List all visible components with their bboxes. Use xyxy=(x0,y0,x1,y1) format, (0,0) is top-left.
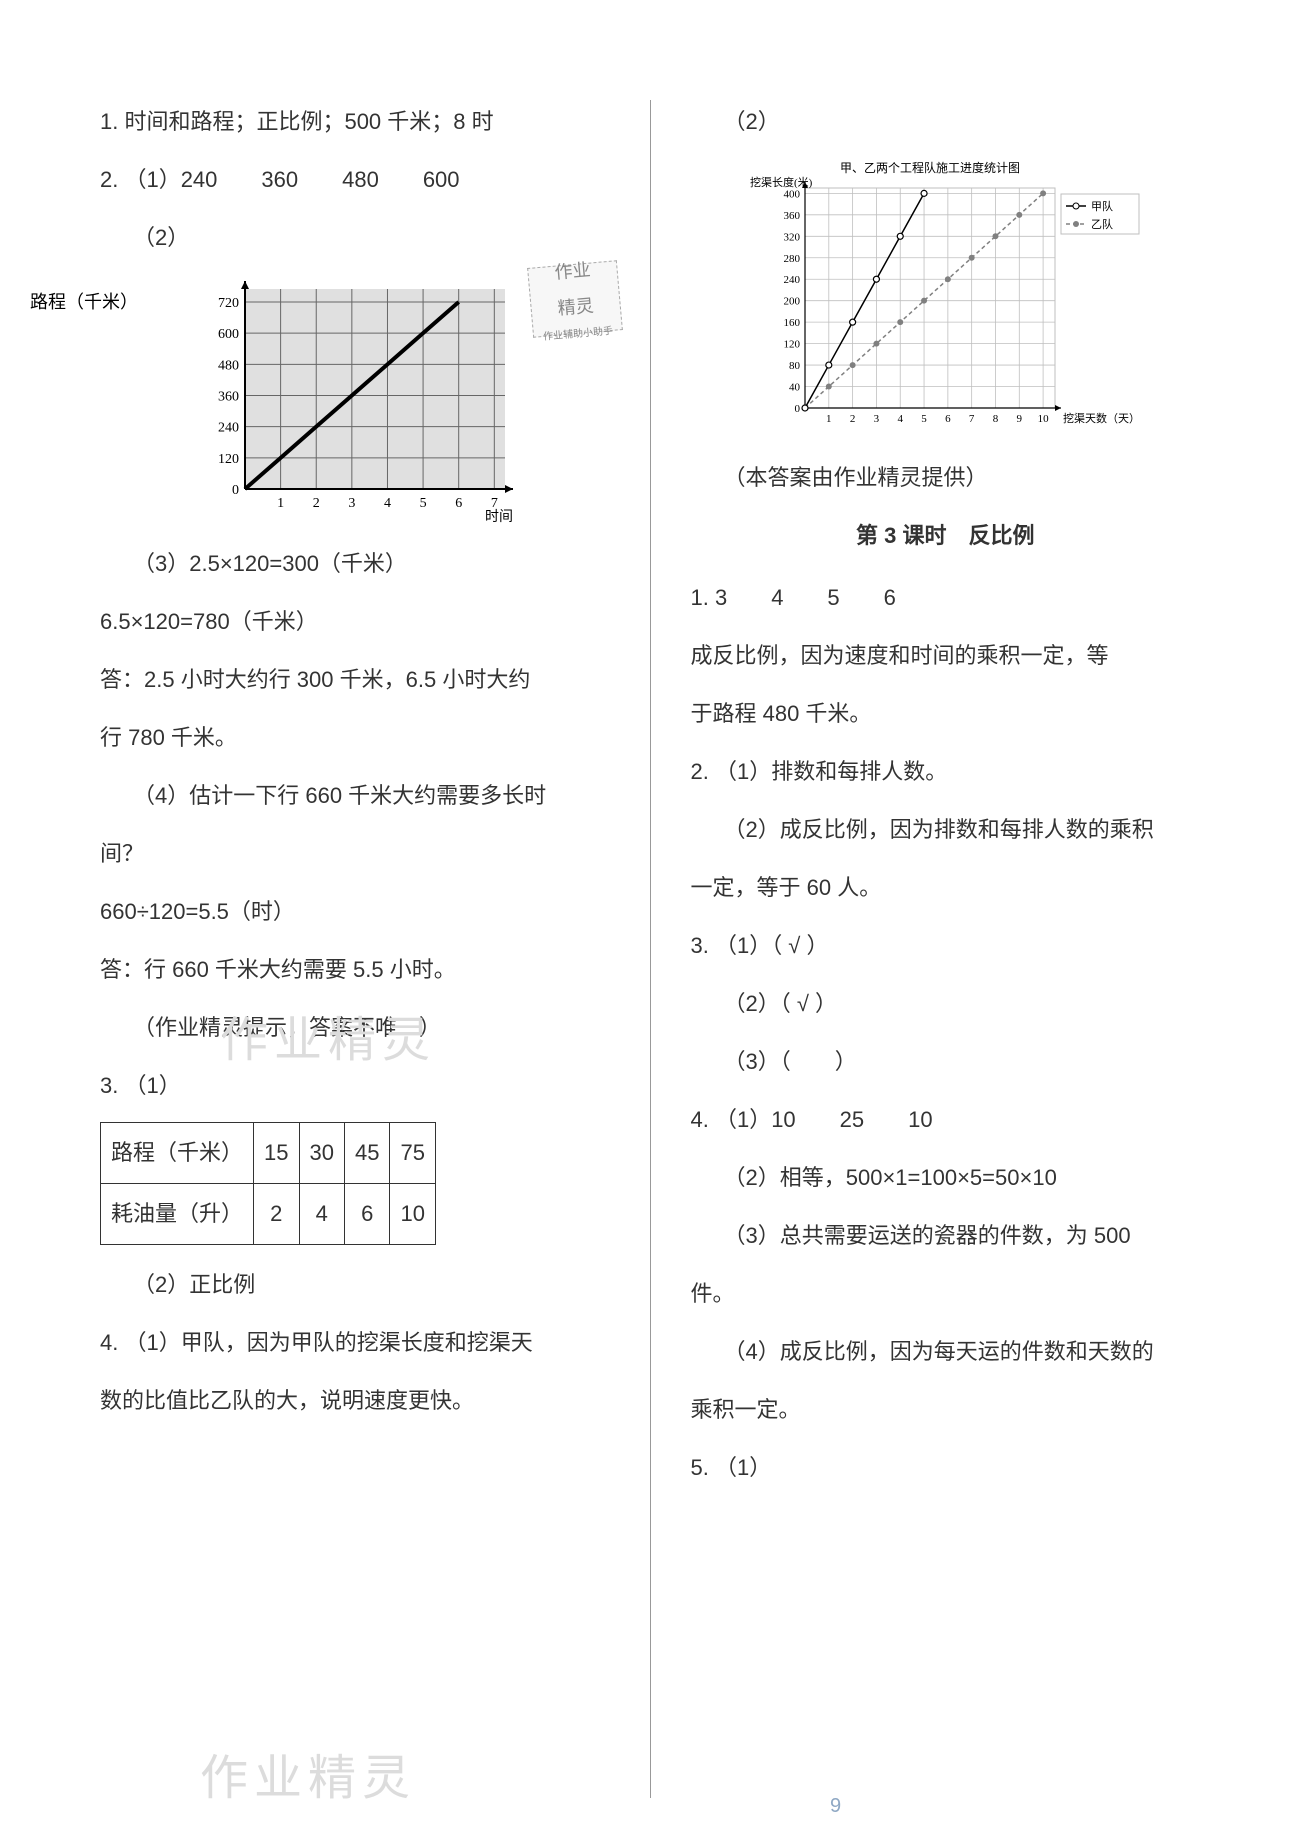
svg-text:乙队: 乙队 xyxy=(1091,217,1113,231)
svg-text:2: 2 xyxy=(850,413,856,425)
text-line: 数的比值比乙队的大，说明速度更快。 xyxy=(100,1379,610,1423)
zyjl-badge: 作业 精灵 作业辅助小助手 xyxy=(527,260,623,338)
svg-text:甲队: 甲队 xyxy=(1091,199,1113,213)
table-cell: 30 xyxy=(299,1123,344,1184)
text-line: 答：行 660 千米大约需要 5.5 小时。 xyxy=(100,948,610,992)
svg-text:160: 160 xyxy=(784,317,801,329)
svg-text:5: 5 xyxy=(419,496,426,511)
badge-text: 作业辅助小助手 xyxy=(542,322,613,348)
svg-text:挖渠长度(米): 挖渠长度(米) xyxy=(750,175,813,189)
table-cell: 10 xyxy=(390,1184,435,1245)
right-column: （2） 甲、乙两个工程队施工进度统计图 1 2 3 4 5 6 7 8 9 10 0 40 80 120 16… xyxy=(651,100,1221,1798)
text-line: （2）相等，500×1=100×5=50×10 xyxy=(691,1156,1201,1200)
svg-text:9: 9 xyxy=(1017,413,1023,425)
text-line: （2） xyxy=(691,100,1201,144)
text-line: 乘积一定。 xyxy=(691,1388,1201,1432)
svg-text:6: 6 xyxy=(455,496,462,511)
text-line: 3. （1） xyxy=(100,1064,610,1108)
table-cell: 2 xyxy=(254,1184,299,1245)
distance-time-chart: 1 2 3 4 5 6 7 0 120 240 360 480 600 720 时间（时） xyxy=(190,274,520,524)
svg-text:0: 0 xyxy=(232,483,239,498)
text-line: 于路程 480 千米。 xyxy=(691,692,1201,736)
table-cell: 15 xyxy=(254,1123,299,1184)
construction-progress-chart: 甲、乙两个工程队施工进度统计图 1 2 3 4 5 6 7 8 9 10 0 40 80 120 160 200… xyxy=(745,158,1145,438)
text-line: 件。 xyxy=(691,1272,1201,1316)
text-line: （2） xyxy=(100,216,610,260)
left-column: 1. 时间和路程；正比例；500 千米；8 时 2. （1）240 360 48… xyxy=(80,100,651,1798)
text-line: 6.5×120=780（千米） xyxy=(100,600,610,644)
svg-text:360: 360 xyxy=(784,210,801,222)
svg-text:80: 80 xyxy=(789,360,801,372)
badge-text: 作业 xyxy=(553,252,592,291)
text-line: 间？ xyxy=(100,832,610,876)
svg-text:7: 7 xyxy=(969,413,975,425)
text-line: 4. （1）甲队，因为甲队的挖渠长度和挖渠天 xyxy=(100,1321,610,1365)
svg-text:1: 1 xyxy=(277,496,284,511)
svg-text:7: 7 xyxy=(491,496,498,511)
badge-text: 精灵 xyxy=(556,287,595,326)
svg-text:480: 480 xyxy=(218,358,239,373)
svg-text:4: 4 xyxy=(384,496,391,511)
table-cell: 6 xyxy=(344,1184,389,1245)
svg-text:720: 720 xyxy=(218,296,239,311)
text-line: （本答案由作业精灵提供） xyxy=(691,456,1201,500)
svg-text:时间（时）: 时间（时） xyxy=(485,509,520,524)
svg-text:1: 1 xyxy=(826,413,832,425)
svg-text:5: 5 xyxy=(922,413,928,425)
text-line: 答：2.5 小时大约行 300 千米，6.5 小时大约 xyxy=(100,658,610,702)
page-number: 9 xyxy=(830,1795,841,1818)
text-line: （3）总共需要运送的瓷器的件数，为 500 xyxy=(691,1214,1201,1258)
svg-text:8: 8 xyxy=(993,413,999,425)
text-line: （2）正比例 xyxy=(100,1263,610,1307)
text-line: 2. （1）240 360 480 600 xyxy=(100,158,610,202)
text-line: 4. （1）10 25 10 xyxy=(691,1098,1201,1142)
fuel-table: 路程（千米） 15 30 45 75 耗油量（升） 2 4 6 10 xyxy=(100,1122,436,1245)
svg-text:10: 10 xyxy=(1038,413,1050,425)
text-line: 一定，等于 60 人。 xyxy=(691,866,1201,910)
svg-text:4: 4 xyxy=(898,413,904,425)
text-line: 2. （1）排数和每排人数。 xyxy=(691,750,1201,794)
svg-text:甲、乙两个工程队施工进度统计图: 甲、乙两个工程队施工进度统计图 xyxy=(840,160,1020,175)
svg-text:240: 240 xyxy=(784,274,801,286)
table-cell: 4 xyxy=(299,1184,344,1245)
svg-text:2: 2 xyxy=(312,496,319,511)
text-line: （3）（ ） xyxy=(691,1040,1201,1084)
svg-text:0: 0 xyxy=(795,403,801,415)
table-header: 路程（千米） xyxy=(101,1123,254,1184)
table-cell: 45 xyxy=(344,1123,389,1184)
svg-text:40: 40 xyxy=(789,382,801,394)
svg-text:360: 360 xyxy=(218,389,239,404)
svg-text:3: 3 xyxy=(348,496,355,511)
text-line: （2）成反比例，因为排数和每排人数的乘积 xyxy=(691,808,1201,852)
chart-2-wrap: 甲、乙两个工程队施工进度统计图 1 2 3 4 5 6 7 8 9 10 0 40 80 120 160 200… xyxy=(691,158,1201,438)
text-line: 3. （1）（ √ ） xyxy=(691,924,1201,968)
svg-text:280: 280 xyxy=(784,253,801,265)
text-line: 1. 3 4 5 6 xyxy=(691,576,1201,620)
text-line: 5. （1） xyxy=(691,1446,1201,1490)
text-line: （4）成反比例，因为每天运的件数和天数的 xyxy=(691,1330,1201,1374)
text-line: （3）2.5×120=300（千米） xyxy=(100,542,610,586)
svg-text:400: 400 xyxy=(784,188,801,200)
svg-text:200: 200 xyxy=(784,296,801,308)
text-line: （2）（ √ ） xyxy=(691,982,1201,1026)
text-line: （作业精灵提示，答案不唯一） xyxy=(100,1006,610,1050)
svg-text:120: 120 xyxy=(218,452,239,467)
table-header: 耗油量（升） xyxy=(101,1184,254,1245)
chart-1-wrap: 12345670120240360480600720时间（时） 作业 精灵 作业… xyxy=(100,274,610,524)
svg-text:600: 600 xyxy=(218,327,239,342)
text-line: 成反比例，因为速度和时间的乘积一定，等 xyxy=(691,634,1201,678)
svg-text:挖渠天数（天）: 挖渠天数（天） xyxy=(1063,411,1140,425)
svg-text:3: 3 xyxy=(874,413,880,425)
svg-text:6: 6 xyxy=(945,413,951,425)
text-line: 行 780 千米。 xyxy=(100,716,610,760)
text-line: （4）估计一下行 660 千米大约需要多长时 xyxy=(100,774,610,818)
section-title: 第 3 课时 反比例 xyxy=(691,514,1201,558)
svg-text:120: 120 xyxy=(784,339,801,351)
text-line: 660÷120=5.5（时） xyxy=(100,890,610,934)
svg-text:320: 320 xyxy=(784,231,801,243)
table-cell: 75 xyxy=(390,1123,435,1184)
svg-text:240: 240 xyxy=(218,421,239,436)
text-line: 1. 时间和路程；正比例；500 千米；8 时 xyxy=(100,100,610,144)
chart-ylabel: 路程（千米） xyxy=(30,284,150,320)
